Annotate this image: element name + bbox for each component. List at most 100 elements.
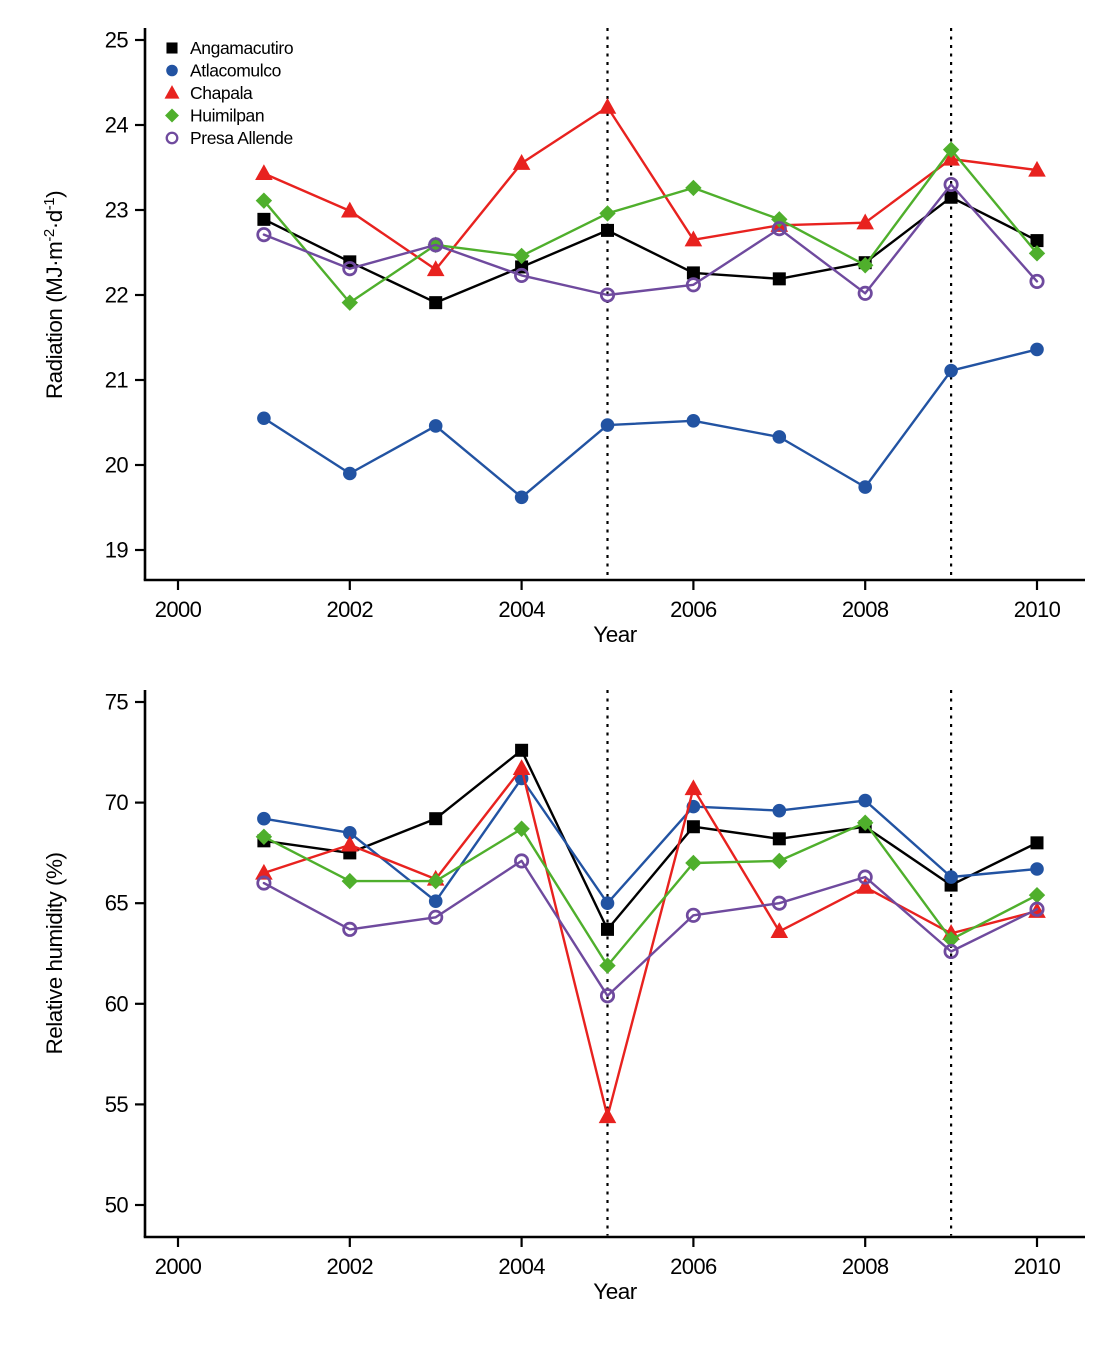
marker-square: [515, 743, 529, 757]
marker-circle: [1030, 342, 1044, 357]
marker-triangle: [512, 759, 531, 775]
y-tick-label: 55: [105, 1092, 129, 1117]
reference-lines: [606, 690, 953, 1236]
marker-circle: [343, 825, 357, 840]
legend-item-chapala: Chapala: [164, 83, 253, 103]
legend-item-huimilpan: Huimilpan: [165, 106, 265, 126]
marker-open-circle: [428, 237, 444, 253]
y-axis-label: Relative humidity (%): [42, 852, 67, 1054]
y-axis-label: Radiation (MJ·m-2·d-1): [41, 191, 67, 399]
marker-circle: [343, 466, 357, 481]
marker-open-circle: [514, 853, 530, 869]
marker-triangle: [255, 164, 273, 181]
marker-diamond: [341, 294, 358, 311]
marker-open-circle: [1029, 901, 1045, 917]
marker-diamond: [513, 820, 530, 837]
series-line-angamacutiro: [262, 749, 1039, 931]
marker-triangle: [856, 877, 874, 894]
x-tick-label: 2008: [842, 1254, 889, 1279]
marker-circle: [1030, 862, 1044, 876]
y-axis-ticks: 50 55 60 65 70 75: [105, 690, 145, 1218]
marker-circle: [858, 480, 872, 494]
marker-diamond: [255, 828, 273, 846]
marker-open-circle: [342, 921, 358, 937]
y-tick-label: 70: [105, 790, 129, 815]
humidity-chart: 50 55 60 65 70 75 2000 2002 2004 2006 2008 2010 Rela…: [42, 690, 1085, 1304]
marker-open-circle: [857, 869, 873, 885]
y-tick-label: 22: [105, 283, 129, 308]
marker-open-circle: [685, 907, 701, 923]
y-tick-label: 21: [105, 368, 129, 393]
marker-diamond: [685, 854, 702, 872]
series-chapala: [255, 97, 1046, 277]
axes: 19 20 21 22 23 24 25 2000 2002 2004 2006 2008 2010: [105, 28, 1085, 622]
marker-diamond: [427, 872, 444, 890]
y-axis-ticks: 19 20 21 22 23 24 25: [105, 28, 145, 563]
marker-triangle: [856, 213, 874, 230]
marker-square: [601, 922, 614, 936]
marker-circle: [257, 411, 271, 426]
legend-label: Chapala: [190, 83, 253, 103]
marker-triangle: [770, 922, 789, 938]
marker-circle: [257, 811, 271, 826]
marker-square: [772, 832, 786, 846]
reference-lines: [606, 28, 953, 579]
y-tick-label: 65: [105, 891, 129, 916]
marker-diamond: [942, 931, 960, 948]
series-line-atlacomulco: [262, 348, 1039, 499]
marker-circle: [600, 418, 615, 432]
x-axis-ticks: 2000 2002 2004 2006 2008 2010: [155, 1237, 1061, 1279]
marker-triangle: [598, 97, 617, 114]
marker-circle: [686, 414, 701, 428]
marker-square: [772, 272, 786, 286]
x-tick-label: 2002: [327, 597, 374, 622]
series-line-atlacomulco: [262, 777, 1039, 905]
x-tick-label: 2002: [327, 1254, 374, 1279]
series-line-presa-allende: [262, 859, 1039, 997]
marker-open-circle: [256, 227, 272, 243]
x-tick-label: 2010: [1014, 1254, 1061, 1279]
marker-open-circle: [256, 875, 272, 891]
marker-open-circle: [943, 176, 959, 193]
marker-diamond: [771, 211, 788, 228]
marker-circle: [944, 870, 958, 884]
series-angamacutiro: [257, 190, 1044, 310]
marker-diamond: [599, 205, 616, 222]
marker-circle: [600, 896, 615, 910]
marker-triangle: [684, 230, 703, 247]
marker-open-circle: [771, 221, 787, 237]
series-chapala: [255, 759, 1046, 1124]
x-tick-label: 2010: [1014, 597, 1061, 622]
x-tick-label: 2000: [155, 597, 202, 622]
series-huimilpan: [255, 814, 1046, 974]
marker-triangle: [341, 835, 359, 852]
x-tick-label: 2006: [670, 597, 717, 622]
marker-open-circle: [943, 943, 959, 960]
marker-triangle: [684, 779, 703, 796]
marker-circle: [772, 430, 787, 444]
marker-square: [257, 212, 271, 226]
x-tick-label: 2000: [155, 1254, 202, 1279]
x-axis-label: Year: [593, 1279, 637, 1304]
x-axis-label: Year: [593, 622, 637, 647]
axes: 50 55 60 65 70 75 2000 2002 2004 2006 2008 2010: [105, 690, 1085, 1279]
marker-open-circle: [514, 267, 530, 283]
series-atlacomulco: [257, 771, 1044, 910]
y-tick-label: 75: [105, 690, 129, 715]
marker-open-circle: [771, 895, 787, 911]
marker-square: [601, 223, 614, 237]
marker-square: [686, 266, 700, 280]
marker-square: [1030, 836, 1044, 850]
marker-diamond: [1028, 886, 1046, 904]
series-presa-allende: [256, 853, 1045, 1004]
legend-square-icon: [166, 42, 178, 54]
legend-label: Angamacutiro: [190, 38, 293, 58]
series-line-huimilpan: [262, 148, 1039, 304]
legend-circle-icon: [166, 64, 178, 77]
marker-open-circle: [685, 277, 701, 293]
series-angamacutiro: [257, 743, 1044, 936]
marker-triangle: [598, 1107, 617, 1124]
x-axis-ticks: 2000 2002 2004 2006 2008 2010: [155, 580, 1061, 622]
marker-circle: [428, 894, 443, 908]
